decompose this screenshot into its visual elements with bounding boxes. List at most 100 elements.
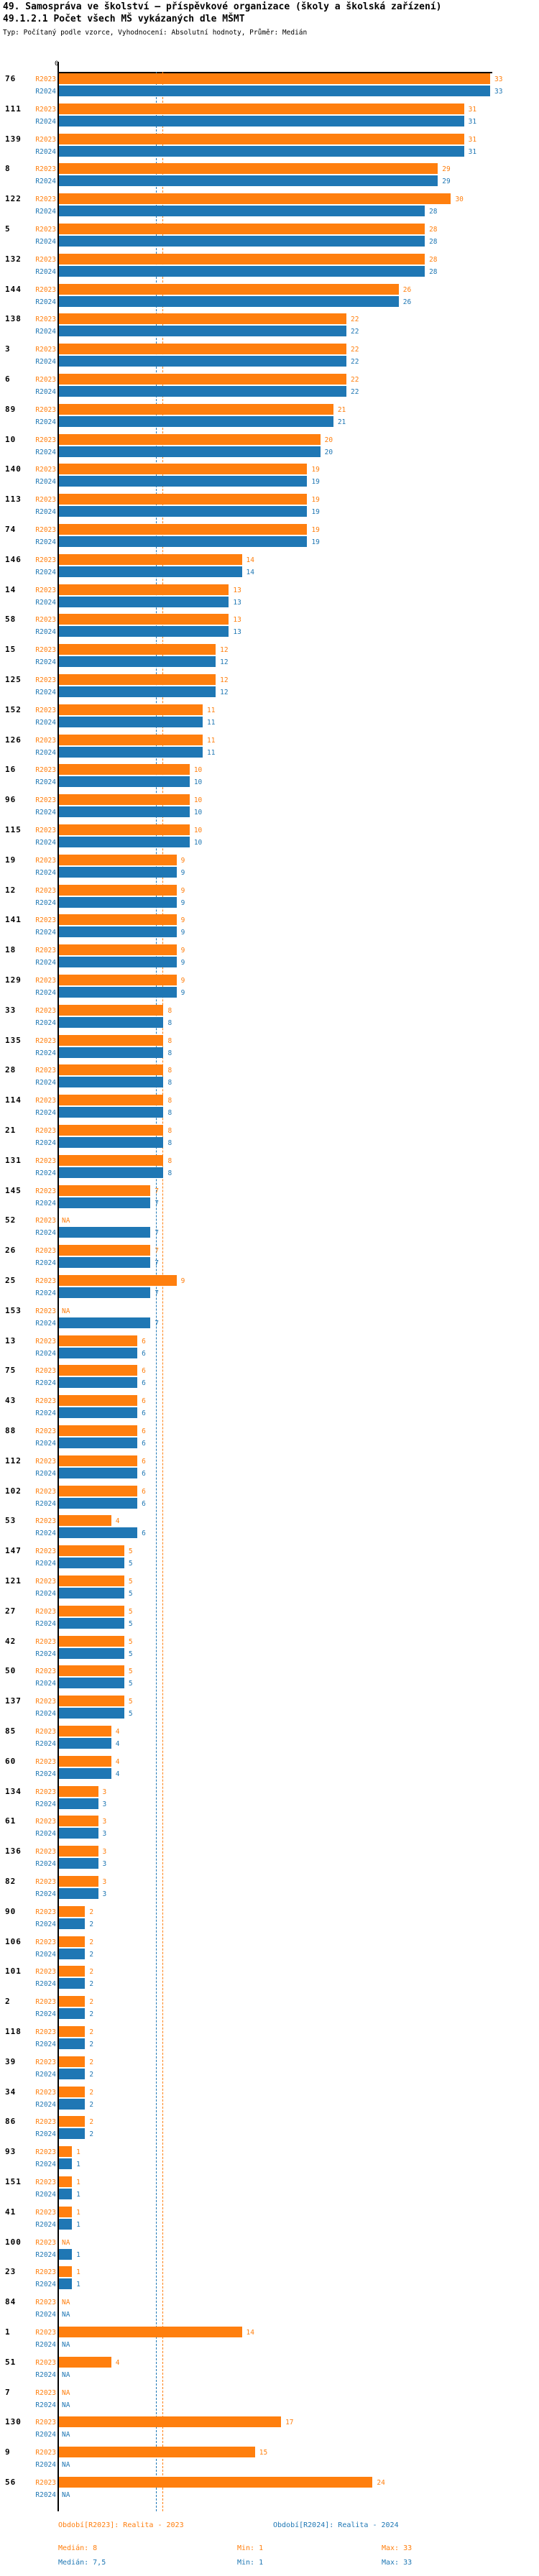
bar-group-113: 113 R2023 19 R2024 19 — [0, 494, 539, 518]
value-label-r2024: 7 — [155, 1289, 159, 1297]
bar-r2023 — [59, 2026, 86, 2037]
bar-group-136: 136 R2023 3 R2024 3 — [0, 1846, 539, 1870]
bar-r2023 — [59, 163, 438, 175]
series-label-r2023: R2023 — [35, 165, 56, 174]
bar-group-85: 85 R2023 4 R2024 4 — [0, 1726, 539, 1750]
value-label-r2024: 1 — [76, 2191, 80, 2199]
value-label-r2023: 12 — [220, 676, 229, 684]
bar-group-125: 125 R2023 12 R2024 12 — [0, 674, 539, 699]
indicator-title: 49.1.2.1 Počet všech MŠ vykázaných dle M… — [3, 14, 245, 24]
value-label-r2024: 9 — [180, 868, 185, 877]
bar-r2023 — [59, 2447, 255, 2458]
bar-r2023 — [59, 283, 399, 295]
value-label-r2023: 5 — [128, 1668, 133, 1676]
municipality-code: 153 — [5, 1305, 22, 1315]
bar-r2023 — [59, 2356, 111, 2368]
median-line-2023 — [162, 72, 163, 2511]
value-label-r2023: 2 — [89, 2058, 94, 2066]
value-label-r2023: 8 — [167, 1067, 172, 1075]
bar-r2023 — [59, 193, 451, 205]
series-label-r2024: R2024 — [35, 178, 56, 186]
series-label-r2023: R2023 — [35, 376, 56, 384]
bar-group-10: 10 R2023 20 R2024 20 — [0, 433, 539, 459]
municipality-code: 52 — [5, 1215, 17, 1225]
series-label-r2024: R2024 — [35, 478, 56, 487]
series-label-r2023: R2023 — [35, 436, 56, 444]
series-label-r2023: R2023 — [35, 1097, 56, 1105]
bar-r2023 — [59, 1095, 164, 1106]
bar-r2023 — [59, 2176, 73, 2187]
bar-r2023 — [59, 224, 425, 234]
bar-r2023 — [59, 764, 190, 776]
bar-r2023 — [59, 1816, 98, 1827]
value-label-r2024: 6 — [142, 1349, 146, 1358]
value-label-r2023: 9 — [180, 856, 185, 865]
bar-group-41: 41 R2023 1 R2024 1 — [0, 2206, 539, 2231]
bar-r2023 — [59, 313, 346, 325]
series-label-r2024: R2024 — [35, 989, 56, 997]
series-label-r2023: R2023 — [35, 556, 56, 564]
bar-r2024 — [59, 1558, 124, 1569]
bar-r2024 — [59, 1588, 124, 1598]
na-label-r2024: NA — [62, 2341, 70, 2349]
municipality-code: 131 — [5, 1155, 22, 1165]
bar-r2023 — [59, 704, 203, 715]
bar-group-84: 84 R2023 NA R2024 NA — [0, 2296, 539, 2321]
bar-group-5: 5 R2023 28 R2024 28 — [0, 224, 539, 248]
bar-group-8: 8 R2023 29 R2024 29 — [0, 163, 539, 188]
value-label-r2024: 2 — [89, 2041, 94, 2048]
municipality-code: 112 — [5, 1455, 22, 1466]
series-label-r2024: R2024 — [35, 1259, 56, 1268]
municipality-code: 3 — [5, 344, 11, 354]
bar-r2024 — [59, 1227, 151, 1238]
value-label-r2023: 3 — [102, 1818, 107, 1826]
series-label-r2023: R2023 — [35, 2028, 56, 2036]
municipality-code: 21 — [5, 1126, 17, 1135]
municipality-code: 13 — [5, 1335, 17, 1346]
bar-r2024 — [59, 2068, 86, 2079]
municipality-code: 33 — [5, 1005, 17, 1015]
na-label-r2023: NA — [62, 1217, 70, 1225]
bar-r2024 — [59, 686, 216, 697]
bar-r2023 — [59, 1275, 177, 1286]
series-label-r2024: R2024 — [35, 2370, 56, 2379]
value-label-r2024: 10 — [193, 778, 203, 787]
value-label-r2023: 1 — [76, 2268, 80, 2277]
bar-group-50: 50 R2023 5 R2024 5 — [0, 1665, 539, 1690]
bar-r2024 — [59, 1438, 138, 1448]
municipality-code: 141 — [5, 915, 22, 925]
municipality-code: 16 — [5, 765, 17, 775]
bar-group-126: 126 R2023 11 R2024 11 — [0, 734, 539, 759]
value-label-r2023: 2 — [89, 1998, 94, 2007]
value-label-r2024: 7 — [155, 1259, 159, 1268]
series-label-r2023: R2023 — [35, 2388, 56, 2397]
series-label-r2024: R2024 — [35, 1650, 56, 1658]
bar-group-101: 101 R2023 2 R2024 2 — [0, 1966, 539, 1990]
value-label-r2023: 5 — [128, 1698, 133, 1706]
bar-group-56: 56 R2023 24 R2024 NA — [0, 2477, 539, 2501]
bar-r2023 — [59, 553, 242, 565]
municipality-code: 12 — [5, 885, 17, 895]
series-label-r2024: R2024 — [35, 1619, 56, 1628]
bar-r2024 — [59, 476, 308, 487]
bar-r2023 — [59, 2266, 73, 2278]
value-label-r2024: 9 — [180, 989, 185, 997]
value-label-r2024: 19 — [311, 538, 320, 546]
bar-group-19: 19 R2023 9 R2024 9 — [0, 854, 539, 879]
value-label-r2023: 6 — [142, 1397, 146, 1406]
bar-r2023 — [59, 794, 190, 806]
series-label-r2023: R2023 — [35, 196, 56, 204]
series-label-r2023: R2023 — [35, 977, 56, 985]
bar-group-114: 114 R2023 8 R2024 8 — [0, 1095, 539, 1119]
municipality-code: 118 — [5, 2027, 22, 2036]
report-title: 49. Samospráva ve školství – příspěvkové… — [3, 1, 442, 12]
bar-group-76: 76 R2023 33 R2024 33 — [0, 73, 539, 98]
bar-r2024 — [59, 1858, 98, 1869]
municipality-code: 126 — [5, 735, 22, 745]
value-label-r2024: 8 — [167, 1018, 172, 1027]
series-label-r2024: R2024 — [35, 748, 56, 757]
value-label-r2023: 10 — [193, 766, 203, 775]
series-label-r2023: R2023 — [35, 1487, 56, 1496]
bar-group-53: 53 R2023 4 R2024 6 — [0, 1515, 539, 1540]
bar-r2023 — [59, 2206, 73, 2217]
